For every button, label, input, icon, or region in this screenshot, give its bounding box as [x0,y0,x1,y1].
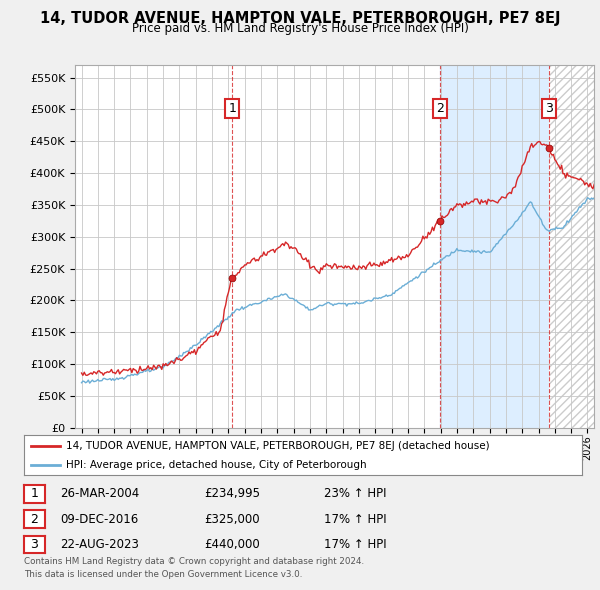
Text: 14, TUDOR AVENUE, HAMPTON VALE, PETERBOROUGH, PE7 8EJ (detached house): 14, TUDOR AVENUE, HAMPTON VALE, PETERBOR… [66,441,490,451]
Text: £440,000: £440,000 [204,538,260,551]
Text: 14, TUDOR AVENUE, HAMPTON VALE, PETERBOROUGH, PE7 8EJ: 14, TUDOR AVENUE, HAMPTON VALE, PETERBOR… [40,11,560,25]
Text: 26-MAR-2004: 26-MAR-2004 [60,487,139,500]
Text: 2: 2 [436,102,443,115]
Text: 2: 2 [31,513,38,526]
Text: £325,000: £325,000 [204,513,260,526]
Text: 22-AUG-2023: 22-AUG-2023 [60,538,139,551]
Text: 1: 1 [228,102,236,115]
Bar [440,65,549,428]
Text: 17% ↑ HPI: 17% ↑ HPI [324,513,386,526]
Bar [549,65,594,428]
Text: 3: 3 [545,102,553,115]
Text: Contains HM Land Registry data © Crown copyright and database right 2024.: Contains HM Land Registry data © Crown c… [24,557,364,566]
Text: 1: 1 [31,487,38,500]
Text: 09-DEC-2016: 09-DEC-2016 [60,513,138,526]
Text: 3: 3 [31,538,38,551]
Bar [549,65,594,428]
Text: Price paid vs. HM Land Registry's House Price Index (HPI): Price paid vs. HM Land Registry's House … [131,22,469,35]
Text: This data is licensed under the Open Government Licence v3.0.: This data is licensed under the Open Gov… [24,570,302,579]
Text: £234,995: £234,995 [204,487,260,500]
Text: 23% ↑ HPI: 23% ↑ HPI [324,487,386,500]
Text: HPI: Average price, detached house, City of Peterborough: HPI: Average price, detached house, City… [66,460,367,470]
Text: 17% ↑ HPI: 17% ↑ HPI [324,538,386,551]
